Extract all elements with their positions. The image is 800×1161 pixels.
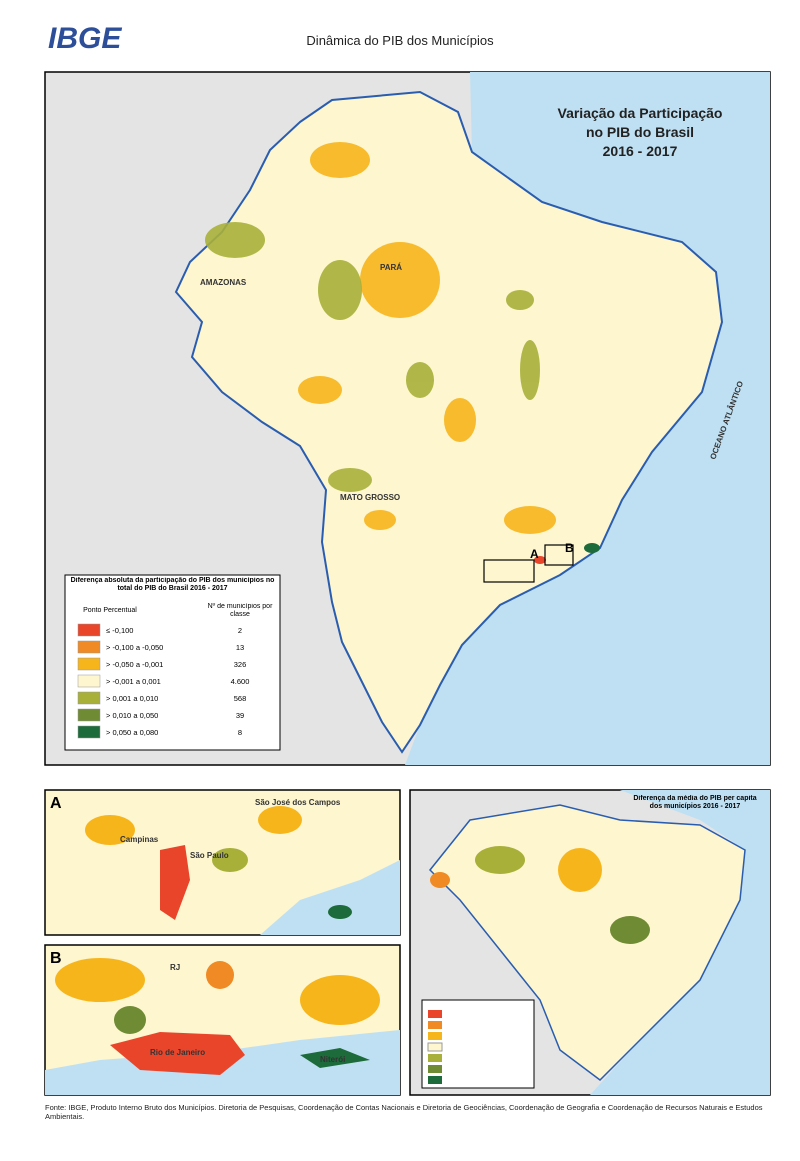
place-label: Rio de Janeiro [150,1048,205,1057]
place-label: São José dos Campos [255,798,341,807]
legend-class: > -0,100 a -0,050 [106,643,163,652]
inset-a-marker: A [530,547,539,561]
legend-class: > 0,001 a 0,010 [106,694,158,703]
state-label: MATO GROSSO [340,493,400,502]
legend-swatch [77,725,101,739]
legend-title: Diferença absoluta da participação do PI… [70,577,275,593]
legend-swatch [77,674,101,688]
map-title: no PIB do Brasil [586,124,694,140]
legend-swatch [77,708,101,722]
inset-b-marker: B [565,541,574,555]
place-label: Niterói [320,1055,345,1064]
map-title: Variação da Participação [558,105,723,121]
per-capita-map: Diferença da média do PIB per capita dos… [409,789,771,1096]
inset-letter: B [50,950,62,967]
legend-count: 13 [236,643,244,652]
inset-a: A São Paulo Campinas São José dos Campos [44,789,401,936]
header-title: Dinâmica do PIB dos Municípios [306,33,494,48]
legend-count: 4.600 [231,677,250,686]
legend-class: > 0,010 a 0,050 [106,711,158,720]
legend-count: 568 [234,694,247,703]
legend-swatch [77,691,101,705]
legend-class: ≤ -0,100 [106,626,133,635]
inset-b: B RJ Rio de Janeiro Niterói [44,944,401,1096]
legend-class: > 0,050 a 0,080 [106,728,158,737]
logo: IBGE [48,22,122,55]
legend-count: 39 [236,711,244,720]
legend-swatch [77,657,101,671]
legend-swatch [77,640,101,654]
map-title: 2016 - 2017 [603,143,678,159]
legend-class: > -0,001 a 0,001 [106,677,161,686]
legend-swatch [77,623,101,637]
source-note: Fonte: IBGE, Produto Interno Bruto dos M… [45,1103,763,1122]
main-map: A B PARÁ AMAZONAS MATO GROSSO OCEANO ATL… [44,71,771,766]
legend-class: > -0,050 a -0,001 [106,660,163,669]
place-label: Campinas [120,835,159,844]
place-label: RJ [170,963,180,972]
legend-header: Ponto Percentual [83,607,137,614]
legend-header: Nº de municípios por classe [207,603,273,619]
place-label: São Paulo [190,851,229,860]
legend-count: 2 [238,626,242,635]
legend-count: 326 [234,660,247,669]
inset-letter: A [50,795,62,812]
legend-count: 8 [238,728,242,737]
state-label: PARÁ [380,263,402,272]
inset-map-title: Diferença da média do PIB per capita dos… [633,795,757,811]
state-label: AMAZONAS [200,278,247,287]
